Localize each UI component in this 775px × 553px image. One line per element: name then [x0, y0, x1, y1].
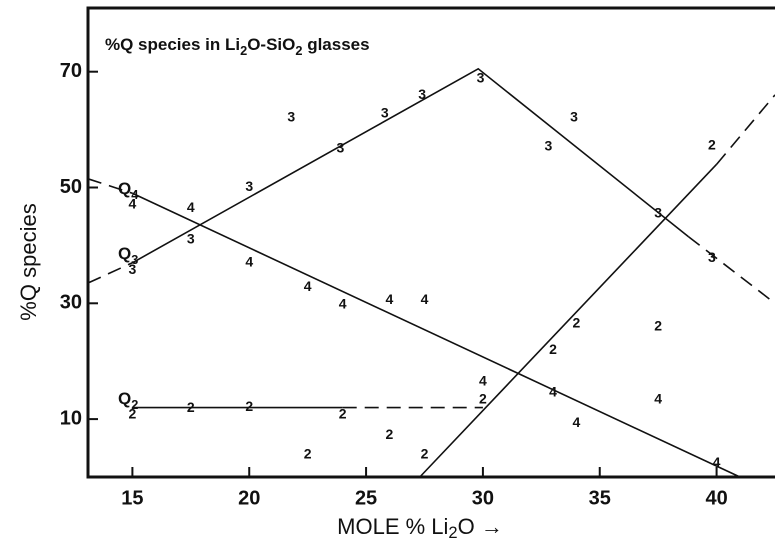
- data-point: 2: [421, 446, 429, 462]
- axis-frame: [86, 6, 775, 479]
- fit-line: [87, 262, 133, 284]
- y-axis-label: %Q species: [16, 203, 41, 320]
- data-point: 4: [304, 278, 312, 294]
- data-point: 2: [304, 446, 312, 462]
- data-point: 3: [287, 109, 295, 125]
- data-point: 3: [128, 261, 136, 277]
- fit-line: [132, 192, 741, 478]
- fit-line: [715, 94, 775, 165]
- y-tick-label: 70: [60, 60, 82, 82]
- y-tick-label: 50: [60, 176, 82, 198]
- data-point: 3: [187, 230, 195, 246]
- x-axis-label: MOLE % Li2O →: [337, 514, 503, 543]
- series-label: Q3: [118, 244, 138, 267]
- data-point: 3: [336, 139, 344, 155]
- fit-line: [87, 178, 133, 195]
- data-point: 3: [654, 204, 662, 220]
- data-point: 2: [187, 399, 195, 415]
- data-point: 3: [418, 86, 426, 102]
- data-point: 4: [713, 454, 721, 470]
- data-point: 4: [479, 373, 487, 389]
- data-point: 4: [339, 296, 347, 312]
- data-point: 2: [128, 406, 136, 422]
- x-tick-label: 25: [355, 487, 377, 509]
- data-point: 4: [654, 391, 662, 407]
- fit-line: [688, 236, 775, 304]
- data-point: 3: [544, 138, 552, 154]
- data-point: 4: [128, 196, 136, 212]
- data-point: 2: [479, 391, 487, 407]
- data-point: 4: [421, 291, 429, 307]
- data-point: 4: [386, 291, 394, 307]
- data-point: 3: [381, 105, 389, 121]
- x-tick-label: 30: [472, 487, 494, 509]
- data-point: 2: [549, 341, 557, 357]
- data-point: 3: [570, 109, 578, 125]
- data-point: 3: [477, 69, 485, 85]
- y-tick-label: 10: [60, 407, 82, 429]
- data-point: 4: [549, 384, 557, 400]
- data-point: 2: [339, 406, 347, 422]
- fit-line: [132, 67, 690, 264]
- data-point: 4: [245, 253, 253, 269]
- series-label: Q2: [118, 389, 138, 412]
- series-label: Q4: [118, 179, 139, 202]
- x-tick-label: 35: [589, 487, 611, 509]
- data-point: 2: [572, 314, 580, 330]
- data-point: 3: [245, 178, 253, 194]
- chart-title: %Q species in Li2O-SiO2 glasses: [105, 35, 370, 58]
- data-point: 3: [708, 249, 716, 265]
- data-point: 4: [187, 199, 195, 215]
- y-tick-label: 30: [60, 292, 82, 314]
- data-point: 4: [572, 414, 580, 430]
- x-tick-label: 40: [705, 487, 727, 509]
- data-point: 2: [708, 137, 716, 153]
- data-point: 2: [245, 398, 253, 414]
- data-point: 2: [386, 426, 394, 442]
- x-tick-label: 15: [121, 487, 143, 509]
- fit-line: [419, 163, 718, 478]
- data-point: 2: [654, 318, 662, 334]
- x-tick-label: 20: [238, 487, 260, 509]
